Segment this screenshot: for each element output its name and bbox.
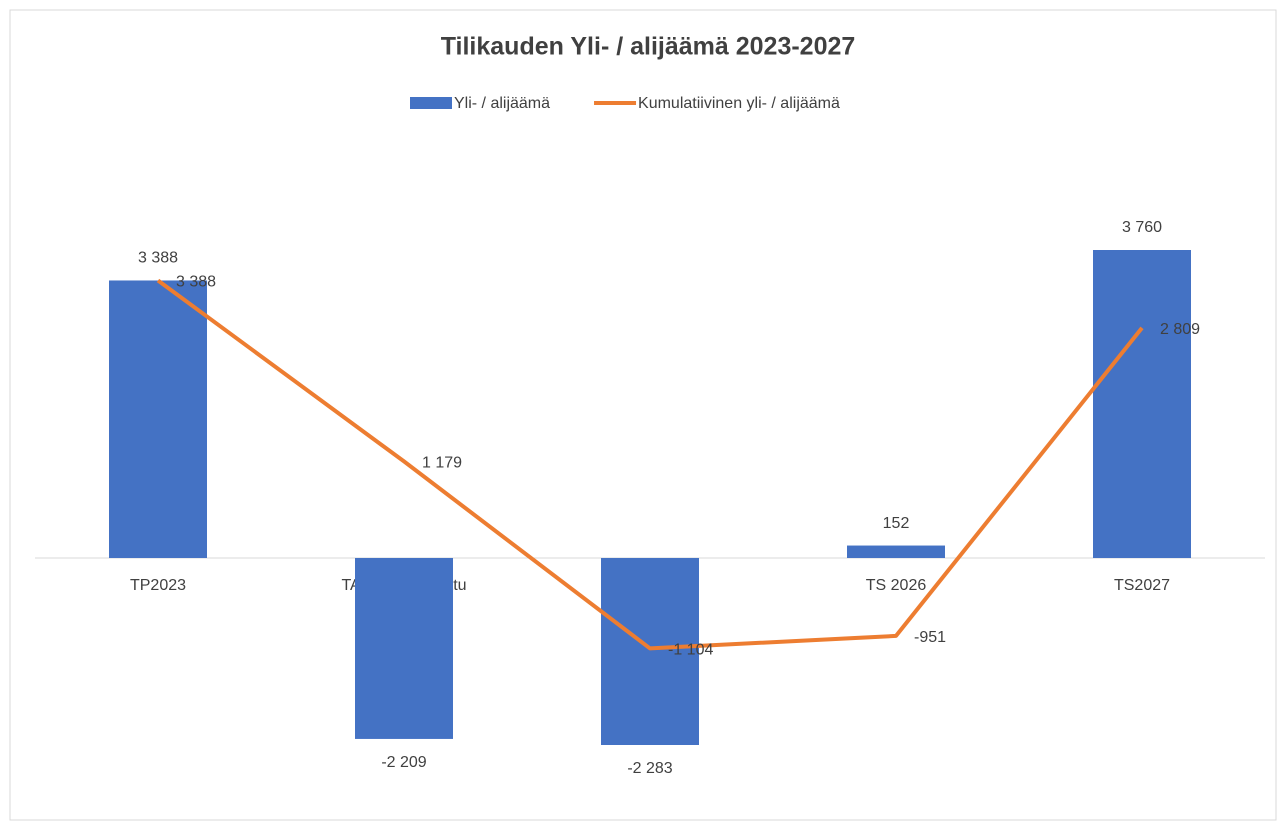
bar-value-label: -2 283 xyxy=(627,760,672,777)
bar-value-label: 3 760 xyxy=(1122,219,1162,236)
line xyxy=(156,278,1144,651)
bar xyxy=(601,557,699,745)
line-value-label: -1 104 xyxy=(668,642,713,659)
bar-value-label: 3 388 xyxy=(138,250,178,267)
chart-title: Tilikauden Yli- / alijäämä 2023-2027 xyxy=(441,33,856,61)
bar-value-label: 152 xyxy=(883,515,910,532)
line-value-label: -951 xyxy=(914,629,946,646)
bar-value-label: -2 209 xyxy=(381,754,426,771)
legend-label: Yli- / alijäämä xyxy=(454,95,550,112)
line-value-label: 1 179 xyxy=(422,455,462,472)
bar xyxy=(847,545,945,558)
x-tick-label: TP2023 xyxy=(130,577,186,594)
x-tick-label: TS 2026 xyxy=(866,577,927,594)
bar xyxy=(109,280,207,558)
line-value-label: 3 388 xyxy=(176,274,216,291)
bar xyxy=(1093,250,1191,558)
legend-swatch xyxy=(410,97,452,109)
line-value-label: 2 809 xyxy=(1160,321,1200,338)
bar xyxy=(355,557,453,739)
legend-label: Kumulatiivinen yli- / alijäämä xyxy=(638,95,840,112)
x-tick-label: TS2027 xyxy=(1114,577,1170,594)
